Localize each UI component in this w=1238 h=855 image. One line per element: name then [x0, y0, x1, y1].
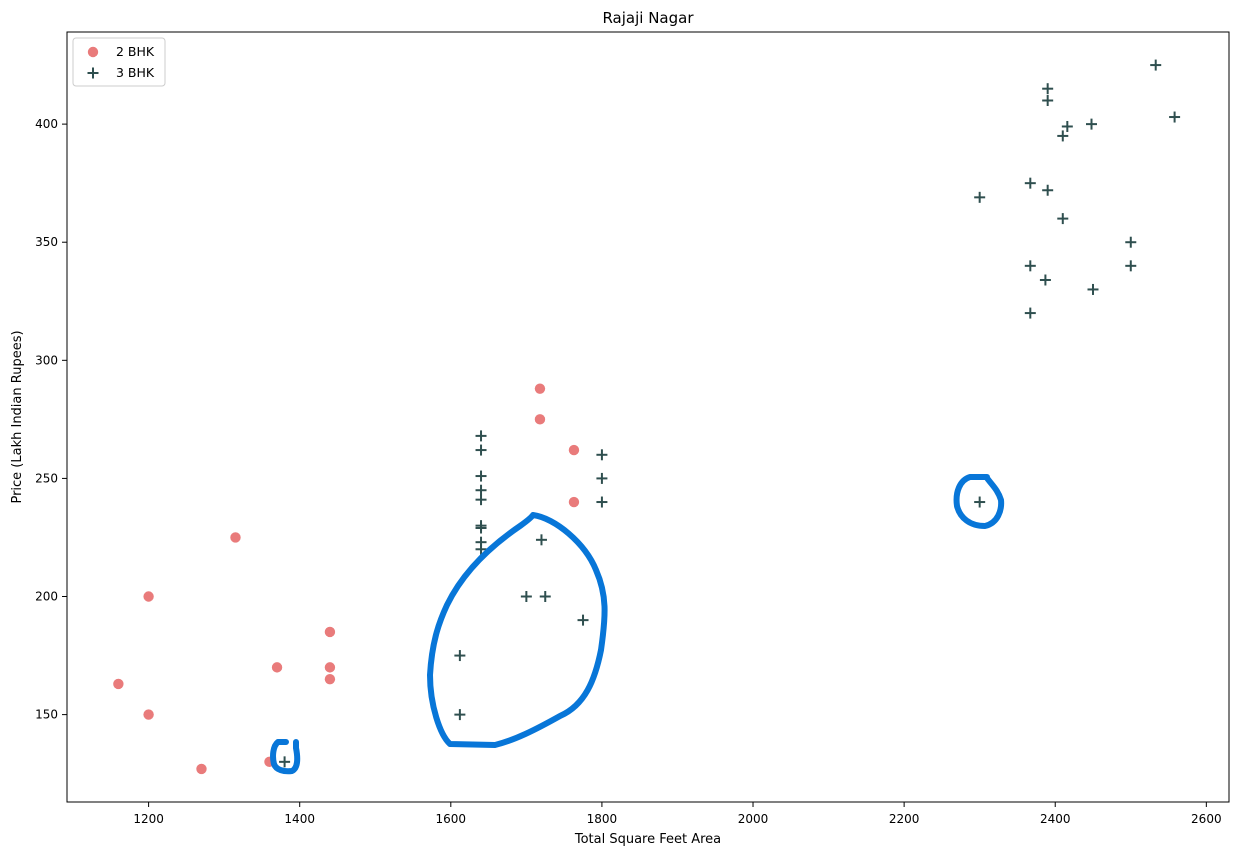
x-tick-label: 1400 — [284, 812, 315, 826]
y-tick-label: 300 — [35, 353, 58, 367]
data-point — [534, 414, 546, 425]
data-point — [577, 614, 589, 626]
annotation-circle-small-left — [270, 739, 301, 775]
data-point — [596, 472, 608, 484]
data-point — [475, 484, 487, 496]
data-point — [475, 430, 487, 442]
data-point — [1085, 118, 1097, 130]
legend-label: 2 BHK — [116, 44, 155, 59]
data-point — [1042, 94, 1054, 106]
data-point — [1125, 260, 1137, 272]
x-tick-label: 1800 — [587, 812, 618, 826]
data-point — [1042, 184, 1054, 196]
plot-frame — [66, 31, 1230, 803]
data-point — [1039, 274, 1051, 286]
data-point — [230, 532, 241, 543]
data-point — [324, 673, 336, 685]
x-tick-label: 2600 — [1191, 812, 1222, 826]
data-point — [1061, 120, 1073, 132]
data-point — [1057, 213, 1069, 225]
data-point — [974, 496, 986, 508]
data-point — [534, 383, 546, 394]
series-3-bhk — [279, 59, 1181, 768]
data-point — [520, 591, 532, 603]
data-point — [454, 650, 466, 662]
data-point — [113, 678, 124, 690]
data-point — [1057, 130, 1069, 142]
data-point — [1087, 283, 1099, 295]
data-point — [475, 470, 487, 482]
data-point — [279, 756, 291, 768]
chart-title: Rajaji Nagar — [602, 9, 694, 27]
annotation-circle-small-right — [953, 474, 1005, 529]
data-point — [1150, 59, 1162, 71]
data-point — [596, 449, 608, 461]
series-2-bhk — [113, 383, 580, 775]
y-tick-label: 250 — [35, 471, 58, 485]
x-tick-label: 1600 — [436, 812, 467, 826]
y-tick-label: 200 — [35, 590, 58, 604]
legend-marker — [87, 46, 99, 58]
data-point — [1169, 111, 1181, 123]
data-point — [1125, 236, 1137, 248]
data-point — [596, 496, 608, 508]
plot-area: 1200 1400 1600 1800 2000 2200 2400 2600 150 200 25… — [10, 31, 1230, 847]
data-point — [475, 494, 487, 506]
data-point — [143, 591, 154, 602]
x-tick-label: 2000 — [738, 812, 769, 826]
data-point — [475, 444, 487, 456]
x-tick-label: 1200 — [133, 812, 164, 826]
x-tick-label: 2400 — [1040, 812, 1071, 826]
x-axis-label: Total Square Feet Area — [574, 832, 721, 847]
data-point — [324, 662, 336, 673]
legend-marker — [87, 67, 99, 79]
legend-label: 3 BHK — [116, 65, 155, 80]
data-point — [535, 534, 547, 546]
data-point — [1024, 177, 1036, 189]
data-point — [568, 496, 580, 508]
data-point — [1042, 83, 1054, 95]
y-tick-label: 350 — [35, 235, 58, 249]
data-point — [568, 444, 580, 456]
data-point — [143, 709, 154, 720]
data-point — [324, 626, 336, 638]
data-point — [1024, 260, 1036, 272]
y-tick-label: 150 — [35, 708, 58, 722]
data-point — [1024, 307, 1036, 319]
data-point — [475, 522, 487, 534]
x-tick-label: 2200 — [889, 812, 920, 826]
data-point — [974, 191, 986, 203]
data-point — [475, 543, 487, 555]
annotation-circle-large-middle — [427, 512, 608, 748]
data-point — [196, 763, 207, 775]
y-tick-label: 400 — [35, 117, 58, 131]
data-point — [454, 709, 466, 721]
data-point — [271, 662, 283, 673]
data-point — [539, 591, 551, 603]
y-axis-label: Price (Lakh Indian Rupees) — [10, 330, 25, 503]
legend: 2 BHK 3 BHK — [72, 37, 166, 87]
hand-drawn-annotations — [270, 474, 1005, 775]
